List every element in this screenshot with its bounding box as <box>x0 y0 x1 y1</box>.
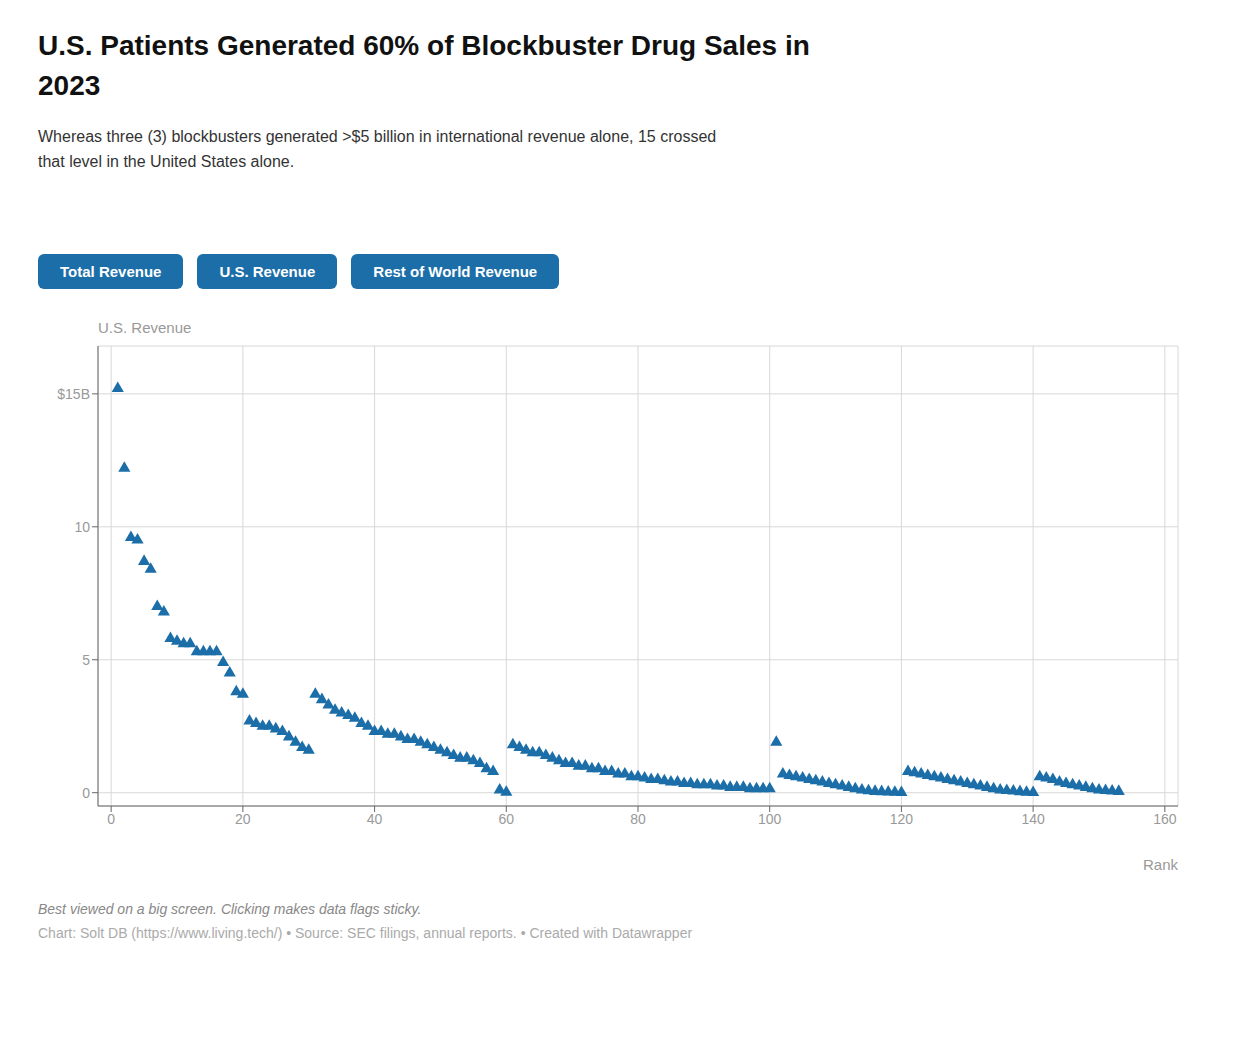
svg-text:10: 10 <box>74 519 90 535</box>
html-text:Rest of World Revenue: Rest of World Revenue <box>373 263 538 280</box>
svg-text:140: 140 <box>1021 811 1045 827</box>
html-text:Rank: Rank <box>1143 856 1178 873</box>
html-text:2023: 2023 <box>38 70 101 101</box>
html-text:Total Revenue: Total Revenue <box>60 263 162 280</box>
svg-text:40: 40 <box>367 811 383 827</box>
html-text:that level in the United State: that level in the United States alone. <box>38 153 295 170</box>
svg-text:120: 120 <box>890 811 914 827</box>
html-text:Whereas three (3) blockbusters: Whereas three (3) blockbusters generated… <box>38 128 717 145</box>
svg-text:60: 60 <box>499 811 515 827</box>
svg-text:$15B: $15B <box>57 386 90 402</box>
svg-text:80: 80 <box>630 811 646 827</box>
html-text:Best viewed on a big screen. C: Best viewed on a big screen. Clicking ma… <box>38 901 422 917</box>
svg-text:0: 0 <box>82 785 90 801</box>
svg-text:20: 20 <box>235 811 251 827</box>
svg-text:5: 5 <box>82 652 90 668</box>
html-text:Chart: Solt DB (https://www.li: Chart: Solt DB (https://www.living.tech/… <box>38 925 693 941</box>
html-text:U.S. Revenue: U.S. Revenue <box>219 263 316 280</box>
svg-text:100: 100 <box>758 811 782 827</box>
svg-text:160: 160 <box>1153 811 1177 827</box>
html-text:U.S. Patients Generated 60% of: U.S. Patients Generated 60% of Blockbust… <box>38 30 810 61</box>
svg-text:0: 0 <box>107 811 115 827</box>
html-text:U.S. Revenue: U.S. Revenue <box>98 319 192 336</box>
